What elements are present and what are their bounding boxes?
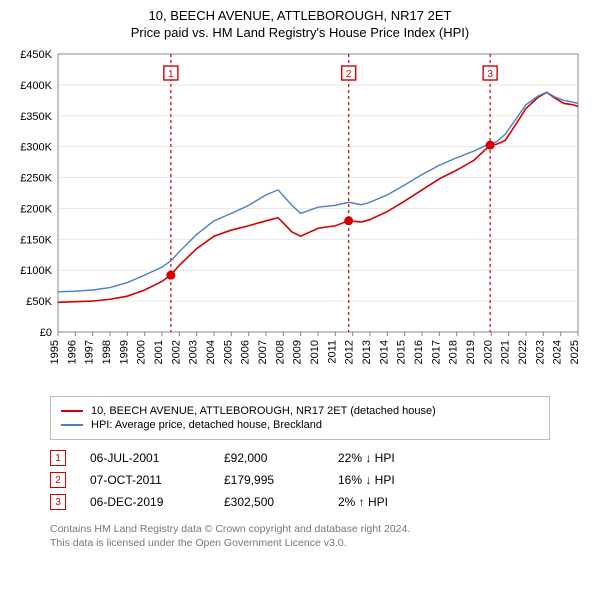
svg-text:2008: 2008 (274, 340, 286, 364)
sale-marker-box: 1 (50, 450, 66, 466)
sale-dot (486, 141, 495, 150)
chart-svg: £0 £50K £100K £150K £200K £250K £300K £350K £400… (10, 48, 590, 388)
subtitle: Price paid vs. HM Land Registry's House … (10, 25, 590, 40)
svg-text:2024: 2024 (552, 340, 564, 364)
svg-text:£200K: £200K (20, 203, 52, 215)
sale-marker-box: 3 (50, 494, 66, 510)
svg-text:2007: 2007 (257, 340, 269, 364)
svg-text:2003: 2003 (188, 340, 200, 364)
legend-row: HPI: Average price, detached house, Brec… (61, 419, 539, 431)
svg-text:2011: 2011 (326, 340, 338, 364)
svg-text:1999: 1999 (118, 340, 130, 364)
sale-price: £179,995 (224, 473, 314, 487)
svg-text:2018: 2018 (448, 340, 460, 364)
sale-price: £92,000 (224, 451, 314, 465)
svg-text:1997: 1997 (84, 340, 96, 364)
svg-text:2017: 2017 (430, 340, 442, 364)
svg-text:£450K: £450K (20, 49, 52, 61)
sale-dot (166, 271, 175, 280)
sale-diff: 16% ↓ HPI (338, 473, 458, 487)
svg-text:2009: 2009 (292, 340, 304, 364)
sale-price: £302,500 (224, 495, 314, 509)
svg-text:2010: 2010 (309, 340, 321, 364)
legend-row: 10, BEECH AVENUE, ATTLEBOROUGH, NR17 2ET… (61, 405, 539, 417)
svg-text:1996: 1996 (66, 340, 78, 364)
svg-text:2022: 2022 (517, 340, 529, 364)
sales-table: 1 06-JUL-2001 £92,000 22% ↓ HPI 2 07-OCT-2011… (50, 450, 550, 510)
svg-text:2013: 2013 (361, 340, 373, 364)
svg-text:2000: 2000 (136, 340, 148, 364)
svg-text:£400K: £400K (20, 80, 52, 92)
title: 10, BEECH AVENUE, ATTLEBOROUGH, NR17 2ET (10, 8, 590, 23)
svg-text:2006: 2006 (240, 340, 252, 364)
svg-text:£150K: £150K (20, 234, 52, 246)
svg-text:£50K: £50K (26, 296, 52, 308)
sales-row: 2 07-OCT-2011 £179,995 16% ↓ HPI (50, 472, 550, 488)
svg-text:2012: 2012 (344, 340, 356, 364)
svg-text:2005: 2005 (222, 340, 234, 364)
svg-text:2020: 2020 (482, 340, 494, 364)
sale-date: 06-JUL-2001 (90, 451, 200, 465)
svg-text:1998: 1998 (101, 340, 113, 364)
sales-row: 1 06-JUL-2001 £92,000 22% ↓ HPI (50, 450, 550, 466)
sale-dot (344, 216, 353, 225)
svg-text:2: 2 (346, 69, 352, 80)
legend: 10, BEECH AVENUE, ATTLEBOROUGH, NR17 2ET… (50, 396, 550, 440)
svg-text:2014: 2014 (378, 340, 390, 364)
legend-label: 10, BEECH AVENUE, ATTLEBOROUGH, NR17 2ET… (91, 405, 436, 417)
title-block: 10, BEECH AVENUE, ATTLEBOROUGH, NR17 2ET… (10, 8, 590, 40)
chart-container: 10, BEECH AVENUE, ATTLEBOROUGH, NR17 2ET… (0, 0, 600, 560)
svg-text:£250K: £250K (20, 173, 52, 185)
sale-diff: 22% ↓ HPI (338, 451, 458, 465)
svg-text:£300K: £300K (20, 142, 52, 154)
svg-text:2001: 2001 (153, 340, 165, 364)
svg-text:2021: 2021 (500, 340, 512, 364)
footer-line2: This data is licensed under the Open Gov… (50, 536, 550, 550)
svg-text:2025: 2025 (569, 340, 581, 364)
svg-text:2019: 2019 (465, 340, 477, 364)
svg-text:3: 3 (487, 69, 493, 80)
sale-date: 07-OCT-2011 (90, 473, 200, 487)
svg-text:£350K: £350K (20, 111, 52, 123)
svg-text:2023: 2023 (534, 340, 546, 364)
footer-line1: Contains HM Land Registry data © Crown c… (50, 522, 550, 536)
svg-text:2004: 2004 (205, 340, 217, 364)
footer: Contains HM Land Registry data © Crown c… (50, 522, 550, 550)
svg-text:1: 1 (168, 69, 174, 80)
svg-text:1995: 1995 (49, 340, 61, 364)
chart: £0 £50K £100K £150K £200K £250K £300K £350K £400… (10, 48, 590, 388)
sale-date: 06-DEC-2019 (90, 495, 200, 509)
svg-text:£100K: £100K (20, 265, 52, 277)
svg-text:2016: 2016 (413, 340, 425, 364)
legend-swatch (61, 424, 83, 426)
sale-diff: 2% ↑ HPI (338, 495, 458, 509)
sales-row: 3 06-DEC-2019 £302,500 2% ↑ HPI (50, 494, 550, 510)
svg-text:2002: 2002 (170, 340, 182, 364)
sale-marker-box: 2 (50, 472, 66, 488)
legend-swatch (61, 410, 83, 412)
svg-text:£0: £0 (40, 327, 52, 339)
svg-text:2015: 2015 (396, 340, 408, 364)
legend-label: HPI: Average price, detached house, Brec… (91, 419, 322, 431)
